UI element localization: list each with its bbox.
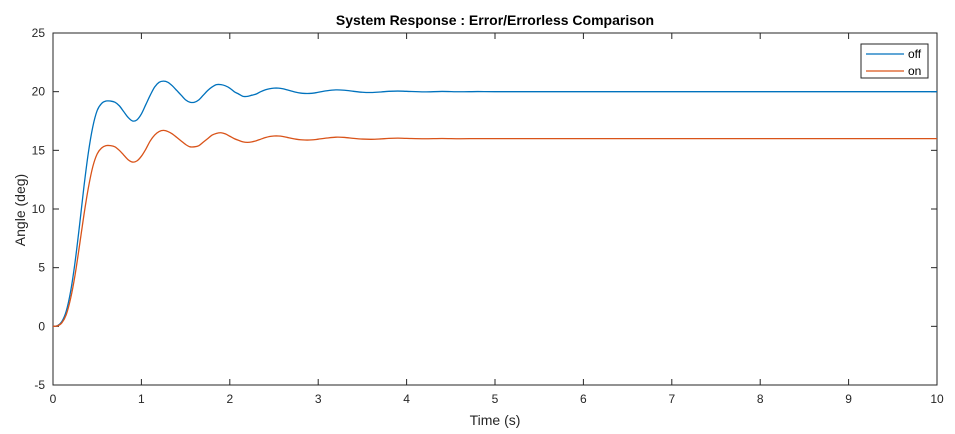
y-tick-label: 15 bbox=[32, 143, 46, 157]
y-axis-ticks: -5 0 5 10 15 20 25 bbox=[32, 26, 937, 392]
x-axis-label: Time (s) bbox=[470, 412, 521, 428]
legend-box bbox=[860, 43, 929, 79]
x-tick-label: 7 bbox=[668, 392, 675, 406]
y-axis-label: Angle (deg) bbox=[12, 174, 28, 246]
x-tick-label: 2 bbox=[226, 392, 233, 406]
series-line-off bbox=[52, 80, 937, 327]
plot-area: 0 1 2 3 4 5 6 7 8 9 10 -5 0 5 10 15 20 25 bbox=[32, 26, 944, 406]
legend-label-on: on bbox=[908, 64, 921, 78]
y-tick-label: -5 bbox=[34, 378, 45, 392]
series-line-on bbox=[52, 129, 937, 327]
x-axis-ticks: 0 1 2 3 4 5 6 7 8 9 10 bbox=[50, 33, 944, 406]
axes-box bbox=[52, 32, 938, 386]
y-tick-label: 0 bbox=[38, 319, 45, 333]
legend: off on bbox=[860, 43, 929, 79]
y-tick-label: 20 bbox=[32, 85, 46, 99]
y-tick-label: 10 bbox=[32, 202, 46, 216]
legend-label-off: off bbox=[908, 47, 922, 61]
x-tick-label: 1 bbox=[138, 392, 145, 406]
x-tick-label: 6 bbox=[580, 392, 587, 406]
y-tick-label: 25 bbox=[32, 26, 46, 40]
x-tick-label: 10 bbox=[930, 392, 944, 406]
x-tick-label: 4 bbox=[403, 392, 410, 406]
x-tick-label: 0 bbox=[50, 392, 57, 406]
series-lines bbox=[52, 80, 937, 327]
x-tick-label: 5 bbox=[492, 392, 499, 406]
x-tick-label: 3 bbox=[315, 392, 322, 406]
x-tick-label: 8 bbox=[757, 392, 764, 406]
y-tick-label: 5 bbox=[38, 261, 45, 275]
chart-title: System Response : Error/Errorless Compar… bbox=[336, 12, 654, 28]
x-tick-label: 9 bbox=[845, 392, 852, 406]
